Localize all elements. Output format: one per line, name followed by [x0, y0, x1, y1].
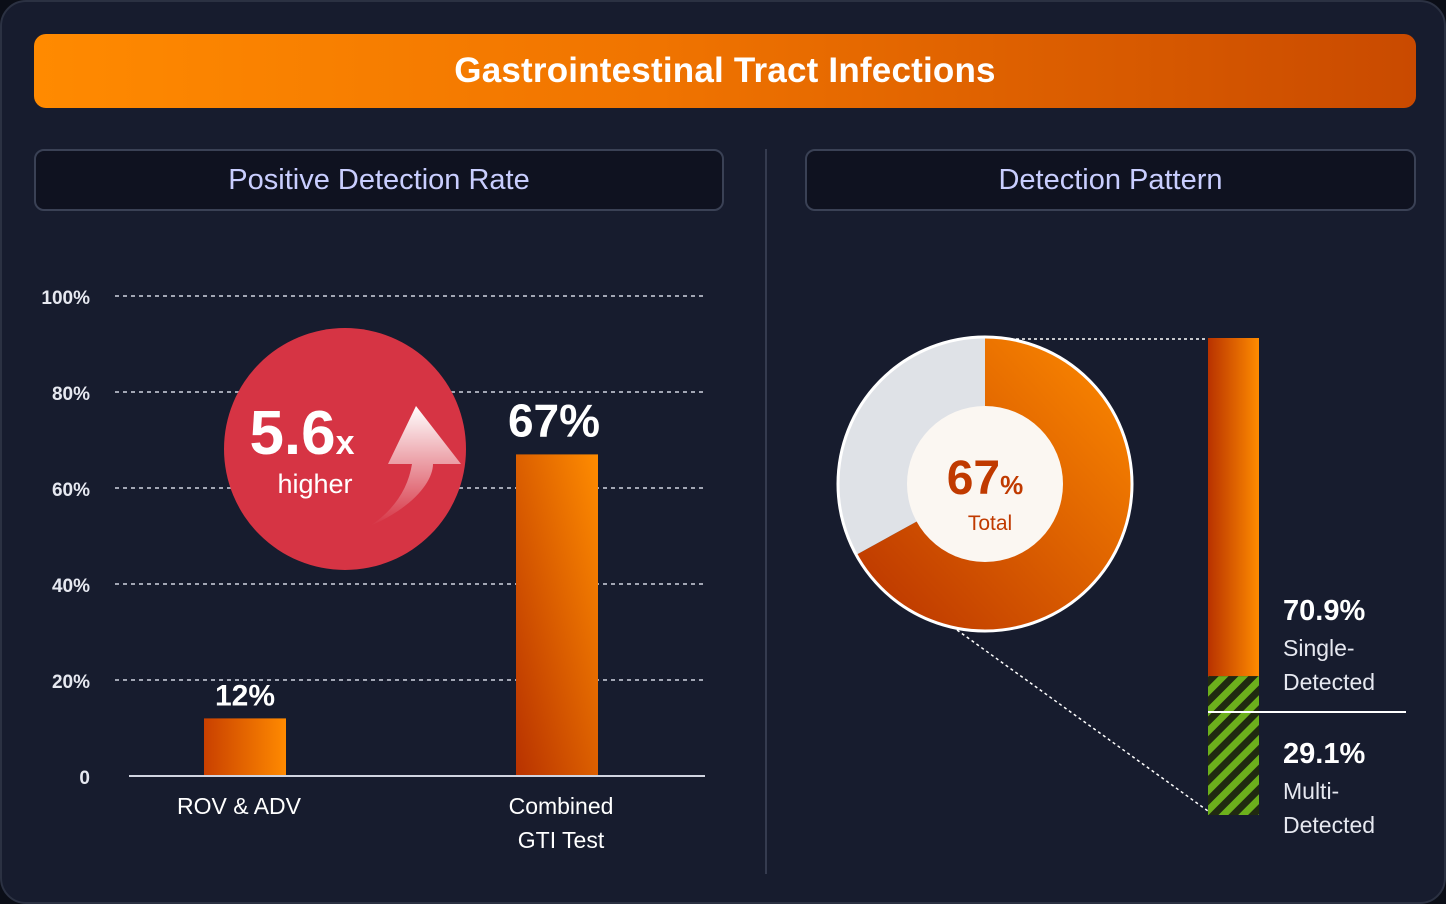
bar [516, 454, 598, 775]
up-arrow-icon [370, 406, 461, 526]
y-tick-label: 60% [52, 480, 90, 501]
multi-detected-value: 29.1% [1283, 738, 1365, 770]
single-detected-label-line2: Detected [1283, 669, 1375, 695]
connector-line-bottom [956, 629, 1209, 812]
y-tick-label: 80% [52, 384, 90, 405]
detection-pattern-chart: 67% Total 70.9% Single- Detected 29.1% M… [836, 335, 1406, 838]
detection-rate-chart: 0 20% 40% 60% 80% 100% 12% ROV & ADV 67% Combined… [41, 288, 705, 853]
bar [204, 718, 286, 775]
callout-text: higher [277, 469, 352, 499]
callout-bubble: 5.6x higher [224, 328, 466, 570]
stack-segment [1208, 676, 1259, 815]
multi-detected-label-line1: Multi- [1283, 778, 1339, 804]
x-tick-label: GTI Test [518, 827, 605, 853]
donut-center-label: Total [968, 512, 1012, 535]
y-tick-label: 40% [52, 576, 90, 597]
y-tick-label: 20% [52, 672, 90, 693]
stack-segment [1208, 338, 1259, 677]
x-tick-label: Combined [509, 793, 614, 819]
left-panel-header: Positive Detection Rate [34, 149, 724, 211]
bar-data-label: 12% [215, 679, 275, 712]
single-detected-label-line1: Single- [1283, 635, 1355, 661]
bar-data-label: 67% [508, 394, 600, 446]
right-panel-header: Detection Pattern [805, 149, 1416, 211]
y-tick-label: 100% [41, 288, 90, 309]
callout-circle [224, 328, 466, 570]
donut-center [907, 406, 1063, 562]
donut-outline [836, 335, 1134, 633]
y-tick-label: 0 [79, 768, 90, 789]
stacked-breakdown-bar [1208, 338, 1259, 815]
x-tick-label: ROV & ADV [177, 793, 302, 819]
panel-divider [765, 149, 767, 874]
page-title: Gastrointestinal Tract Infections [34, 34, 1416, 108]
single-detected-value: 70.9% [1283, 595, 1365, 627]
donut-center-value: 67% [947, 452, 1024, 505]
callout-value: 5.6x [249, 399, 354, 468]
multi-detected-label-line2: Detected [1283, 812, 1375, 838]
